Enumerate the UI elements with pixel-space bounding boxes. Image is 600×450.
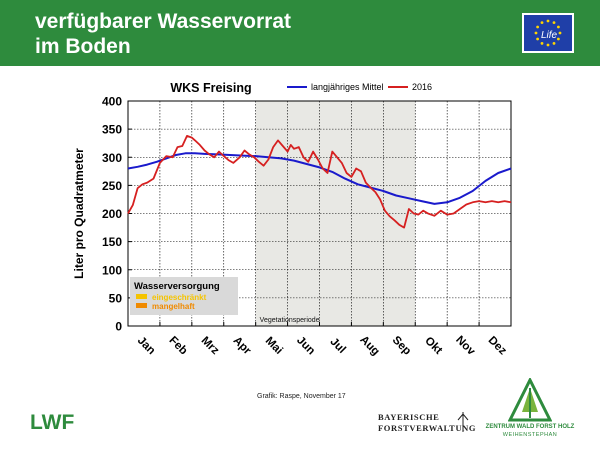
supply-legend-box (130, 277, 238, 315)
eu-star-icon (546, 43, 550, 47)
y-tick-label: 250 (102, 179, 122, 193)
x-tick-label: Apr (231, 335, 254, 358)
chart: Vegetationsperiode WKS Freising Liter pro… (72, 81, 512, 358)
supply-swatch (136, 294, 147, 299)
eu-star-icon (558, 31, 562, 35)
zwfh-logo-line1: ZENTRUM WALD FORST HOLZ (485, 424, 575, 430)
bayern-logo-line1: BAYERISCHE (378, 412, 440, 422)
lwf-logo-text: LWF (30, 411, 74, 432)
y-tick-label: 400 (102, 95, 122, 109)
y-tick-label: 50 (109, 291, 123, 305)
eu-life-text: Life (541, 30, 558, 41)
eu-star-icon (540, 21, 544, 25)
y-tick-label: 300 (102, 151, 122, 165)
x-tick-label: Sep (390, 334, 413, 357)
x-tick-label: Jul (327, 336, 347, 356)
eu-star-icon (534, 31, 538, 35)
series-line-mittel (127, 152, 512, 205)
page-title: verfügbarer Wasservorrat im Boden (35, 10, 291, 58)
x-tick-label: Jan (135, 335, 158, 358)
chart-title: WKS Freising (170, 81, 251, 95)
supply-label: eingeschränkt (152, 293, 207, 302)
x-tick-label: Dez (486, 334, 509, 357)
eu-star-icon (536, 37, 540, 41)
eu-star-icon (552, 41, 556, 45)
zentrum-wald-forst-holz-logo: ZENTRUM WALD FORST HOLZ WEIHENSTEPHAN (480, 378, 580, 440)
x-tick-label: Mrz (199, 335, 222, 358)
y-tick-label: 200 (102, 207, 122, 221)
tree-mark-icon (457, 412, 469, 432)
supply-swatch (136, 303, 147, 308)
lwf-logo: LWF (30, 411, 74, 432)
y-tick-label: 100 (102, 263, 122, 277)
x-tick-label: Aug (357, 334, 381, 358)
legend-label: 2016 (412, 82, 432, 92)
eu-life-logo: Life (522, 13, 574, 53)
x-tick-label: Mai (263, 335, 285, 357)
eu-star-icon (556, 37, 560, 41)
vegetation-period-label: Vegetationsperiode (260, 317, 320, 324)
eu-star-icon (552, 21, 556, 25)
eu-star-icon (546, 19, 550, 23)
eu-star-icon (556, 25, 560, 29)
bayern-logo-line2: FORSTVERWALTUNG (378, 423, 477, 433)
y-tick-label: 0 (115, 320, 122, 334)
y-tick-label: 350 (102, 123, 122, 137)
zwfh-logo-line2: WEIHENSTEPHAN (502, 432, 558, 438)
eu-star-icon (536, 25, 540, 29)
supply-legend-title: Wasserversorgung (134, 281, 220, 292)
y-tick-label: 150 (102, 235, 122, 249)
x-tick-label: Jun (294, 334, 317, 357)
supply-label: mangelhaft (152, 302, 195, 311)
y-axis-label: Liter pro Quadratmeter (72, 148, 86, 279)
graphic-credit: Grafik: Raspe, November 17 (257, 393, 346, 400)
x-tick-label: Feb (167, 334, 190, 357)
x-tick-label: Okt (422, 335, 444, 357)
bayern-forstverwaltung-logo: BAYERISCHE FORSTVERWALTUNG (378, 408, 476, 436)
eu-star-icon (540, 41, 544, 45)
series-line-2016 (127, 135, 512, 229)
x-tick-label: Nov (453, 334, 477, 358)
triangle-leaf-icon (508, 378, 552, 422)
legend-label: langjähriges Mittel (311, 82, 384, 92)
header-banner: verfügbarer Wasservorrat im Boden Life (0, 0, 600, 66)
